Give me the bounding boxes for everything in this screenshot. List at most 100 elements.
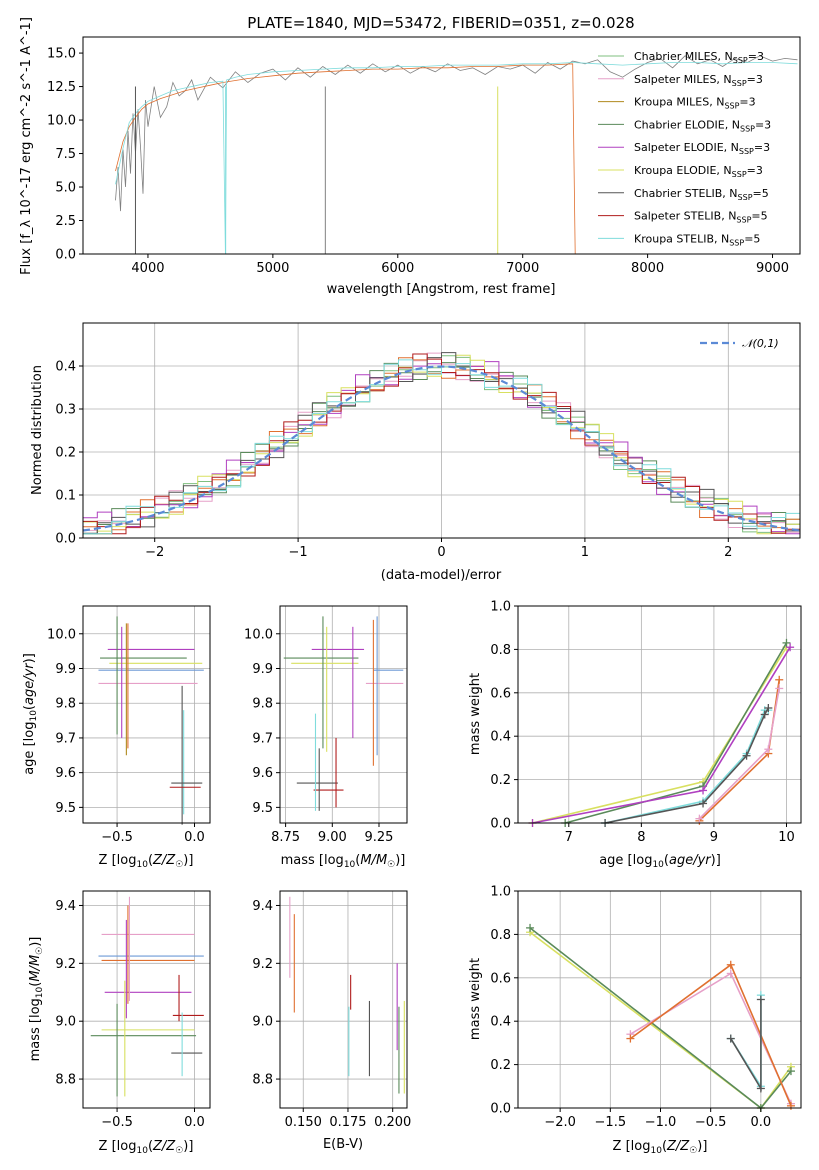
legend-label: Kroupa STELIB, NSSP=5 [634, 232, 760, 247]
age-vs-z-panel: −0.5 0.09.59.69.79.89.910.0 Z [log10(Z/Z☉… [22, 606, 210, 870]
mass-vs-z-frame [83, 891, 210, 1108]
spectrum-panel: PLATE=1840, MJD=53472, FIBERID=0351, z=0… [19, 14, 800, 297]
x-tick-label: 2 [724, 545, 732, 560]
age-vs-mass-xlabel: mass [log10(M/M☉)] [281, 853, 406, 870]
mass-vs-z-errorbars [91, 897, 204, 1097]
legend-value: =3 [739, 96, 755, 109]
y-tick-label: 9.6 [55, 766, 76, 781]
x-tick-label: 7 [565, 830, 573, 845]
legend-label: Salpeter MILES, NSSP=3 [634, 73, 763, 88]
x-tick-label: −0.5 [101, 1115, 133, 1130]
x-tick-label: −0.5 [101, 830, 133, 845]
spectrum-ylabel: Flux [f_λ 10^-17 erg cm^-2 s^-1 A^-1] [19, 17, 34, 275]
y-tick-label: 0.4 [490, 730, 511, 745]
y-tick-label: 10.0 [47, 627, 76, 642]
weight-vs-age-series [529, 639, 795, 827]
y-tick-label: 2.5 [55, 214, 76, 229]
age-vs-mass-panel: 8.75 9.00 9.25 9.5 9.6 9.7 9.8 9.9 10.0 mass [lo… [244, 606, 407, 870]
y-tick-label: 1.0 [490, 600, 511, 615]
weight-line [533, 647, 787, 823]
legend-label: Salpeter ELODIE, NSSP=3 [634, 141, 770, 156]
x-tick-label: 9000 [756, 261, 789, 276]
legend-value: =3 [747, 164, 763, 177]
mass-vs-z-xlabel: Z [log10(Z/Z☉)] [99, 1139, 194, 1156]
age-vs-z-xlabel: Z [log10(Z/Z☉)] [99, 853, 194, 870]
weight-vs-age-grid [518, 606, 801, 823]
legend-subscript: SSP [724, 102, 739, 111]
y-tick-label: 9.9 [252, 662, 273, 677]
y-tick-label: 9.7 [252, 731, 273, 746]
legend-label: Chabrier STELIB, NSSP=5 [634, 187, 769, 202]
mass-vs-ebv-errorbars [290, 897, 404, 1094]
y-tick-label: 0.0 [55, 532, 76, 547]
weight-vs-z-xlabel: Z [log10(Z/Z☉)] [613, 1139, 708, 1156]
y-tick-label: 1.0 [490, 885, 511, 900]
mass-vs-ebv-xlabel: E(B-V) [323, 1137, 363, 1152]
x-tick-label: 0 [437, 545, 445, 560]
y-tick-label: 0.4 [55, 360, 76, 375]
spectrum-line [116, 64, 576, 254]
x-tick-label: −2.0 [544, 1115, 576, 1130]
y-tick-label: 9.0 [55, 1015, 76, 1030]
figure: PLATE=1840, MJD=53472, FIBERID=0351, z=0… [0, 0, 819, 1170]
legend-subscript: SSP [738, 193, 753, 202]
mass-vs-ebv-panel: 0.150 0.175 0.2008.89.09.29.4 E(B-V) [252, 891, 411, 1152]
x-tick-label: 8000 [631, 261, 664, 276]
legend-label: Kroupa MILES, NSSP=3 [634, 96, 756, 111]
y-tick-label: 0.1 [55, 489, 76, 504]
y-tick-label: 0.2 [55, 446, 76, 461]
mass-vs-ebv-frame [280, 891, 407, 1108]
weight-vs-age-panel: 7 8 9 10 0.0 0.2 0.4 0.6 0.8 1.0 age [log10(age/y… [468, 600, 801, 871]
x-tick-label: 0.0 [184, 830, 205, 845]
residuals-panel: −2 −1 0 1 2 0.0 0.1 0.2 0.3 0.4 (data-model)/erro… [30, 323, 800, 583]
x-tick-label: 9.00 [318, 830, 347, 845]
x-tick-label: 0.200 [374, 1115, 411, 1130]
y-tick-label: 0.8 [490, 643, 511, 658]
y-tick-label: 9.7 [55, 731, 76, 746]
y-tick-label: 9.4 [252, 899, 273, 914]
weight-vs-age-xlabel: age [log10(age/yr)] [599, 853, 721, 870]
y-tick-label: 9.2 [55, 957, 76, 972]
y-tick-label: 0.0 [55, 248, 76, 263]
y-tick-label: 9.6 [252, 766, 273, 781]
legend-value: =5 [744, 232, 760, 245]
x-tick-label: −2 [145, 545, 164, 560]
y-tick-label: 5.0 [55, 181, 76, 196]
spectrum-xlabel: wavelength [Angstrom, rest frame] [327, 282, 556, 297]
mass-vs-z-grid [83, 891, 210, 1108]
legend-subscript: SSP [736, 216, 751, 225]
residuals-ylabel: Normed distribution [30, 365, 45, 495]
legend-value: =3 [754, 141, 770, 154]
residuals-ticks: −2 −1 0 1 2 0.0 0.1 0.2 0.3 0.4 [55, 360, 732, 561]
mass-vs-ebv-grid [280, 891, 407, 1108]
x-tick-label: 9.25 [365, 830, 394, 845]
weight-vs-age-frame [518, 606, 801, 823]
spectrum-title: PLATE=1840, MJD=53472, FIBERID=0351, z=0… [247, 14, 634, 32]
legend-subscript: SSP [732, 79, 747, 88]
y-tick-label: 9.8 [252, 697, 273, 712]
y-tick-label: 7.5 [55, 147, 76, 162]
legend-value: =3 [748, 50, 764, 63]
legend-value: =3 [755, 118, 771, 131]
y-tick-label: 0.6 [490, 686, 511, 701]
legend-label: 𝒩(0,1) [742, 337, 779, 350]
y-tick-label: 8.8 [55, 1073, 76, 1088]
y-tick-label: 0.3 [55, 403, 76, 418]
mass-vs-ebv-ticks: 0.150 0.175 0.2008.89.09.29.4 [252, 899, 411, 1130]
x-tick-label: 5000 [256, 261, 289, 276]
x-tick-label: 8 [637, 830, 645, 845]
legend-label: Kroupa ELODIE, NSSP=3 [634, 164, 763, 179]
x-tick-label: 8.75 [271, 830, 300, 845]
y-tick-label: 9.9 [55, 662, 76, 677]
legend-label: Chabrier MILES, NSSP=3 [634, 50, 764, 65]
y-tick-label: 0.2 [490, 1058, 511, 1073]
x-tick-label: −1 [289, 545, 308, 560]
weight-vs-z-panel: −2.0 −1.5 −1.0 −0.5 0.00.00.20.40.60.81.0 Z … [468, 885, 801, 1157]
y-tick-label: 15.0 [47, 47, 76, 62]
x-tick-label: 0.175 [329, 1115, 366, 1130]
legend-label: Salpeter STELIB, NSSP=5 [634, 210, 768, 225]
x-tick-label: −1.0 [645, 1115, 677, 1130]
weight-vs-z-ylabel: mass weight [468, 958, 483, 1040]
spectrum-line [116, 63, 798, 255]
age-vs-z-frame [83, 606, 210, 823]
